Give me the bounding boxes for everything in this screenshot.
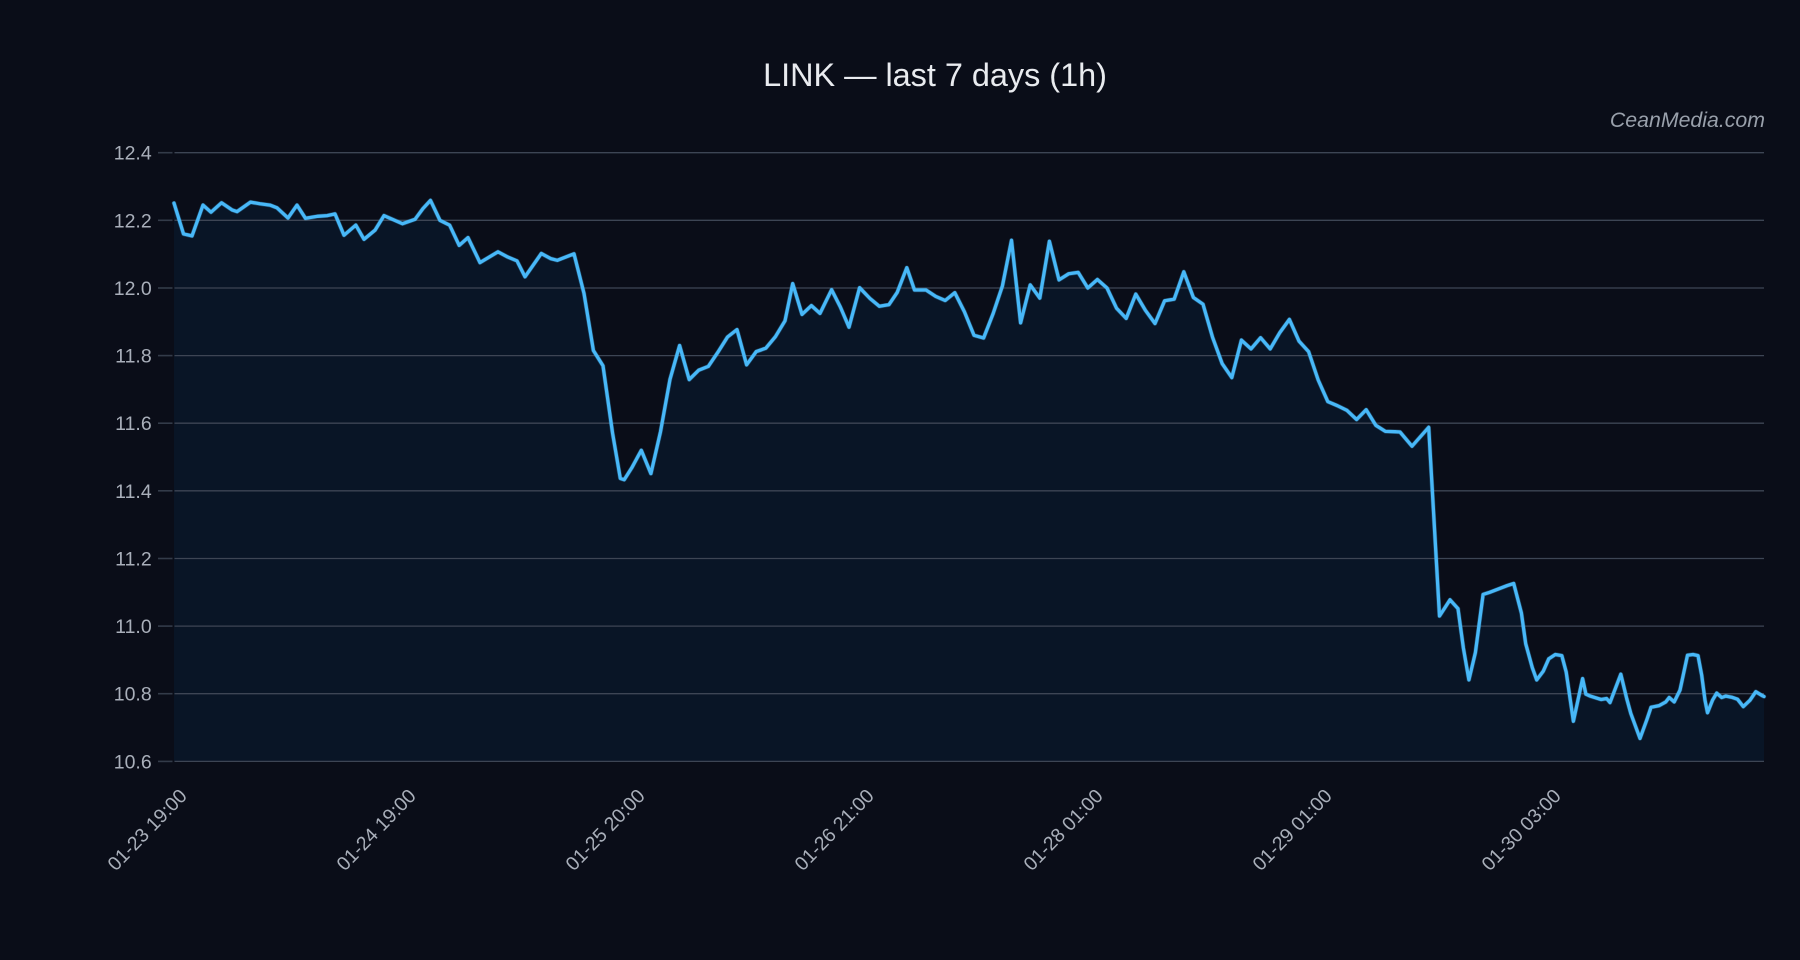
- svg-text:11.8: 11.8: [115, 346, 152, 368]
- svg-text:12.0: 12.0: [114, 278, 152, 300]
- svg-text:10.8: 10.8: [114, 684, 152, 706]
- svg-text:LINK — last 7 days (1h): LINK — last 7 days (1h): [763, 57, 1107, 93]
- svg-text:12.2: 12.2: [114, 210, 152, 232]
- svg-text:11.4: 11.4: [115, 481, 152, 503]
- svg-text:11.6: 11.6: [115, 413, 152, 435]
- svg-text:CeanMedia.com: CeanMedia.com: [1610, 108, 1765, 132]
- svg-text:11.0: 11.0: [115, 616, 152, 638]
- svg-text:10.6: 10.6: [114, 751, 152, 773]
- svg-text:11.2: 11.2: [115, 549, 152, 571]
- svg-text:12.4: 12.4: [114, 143, 152, 165]
